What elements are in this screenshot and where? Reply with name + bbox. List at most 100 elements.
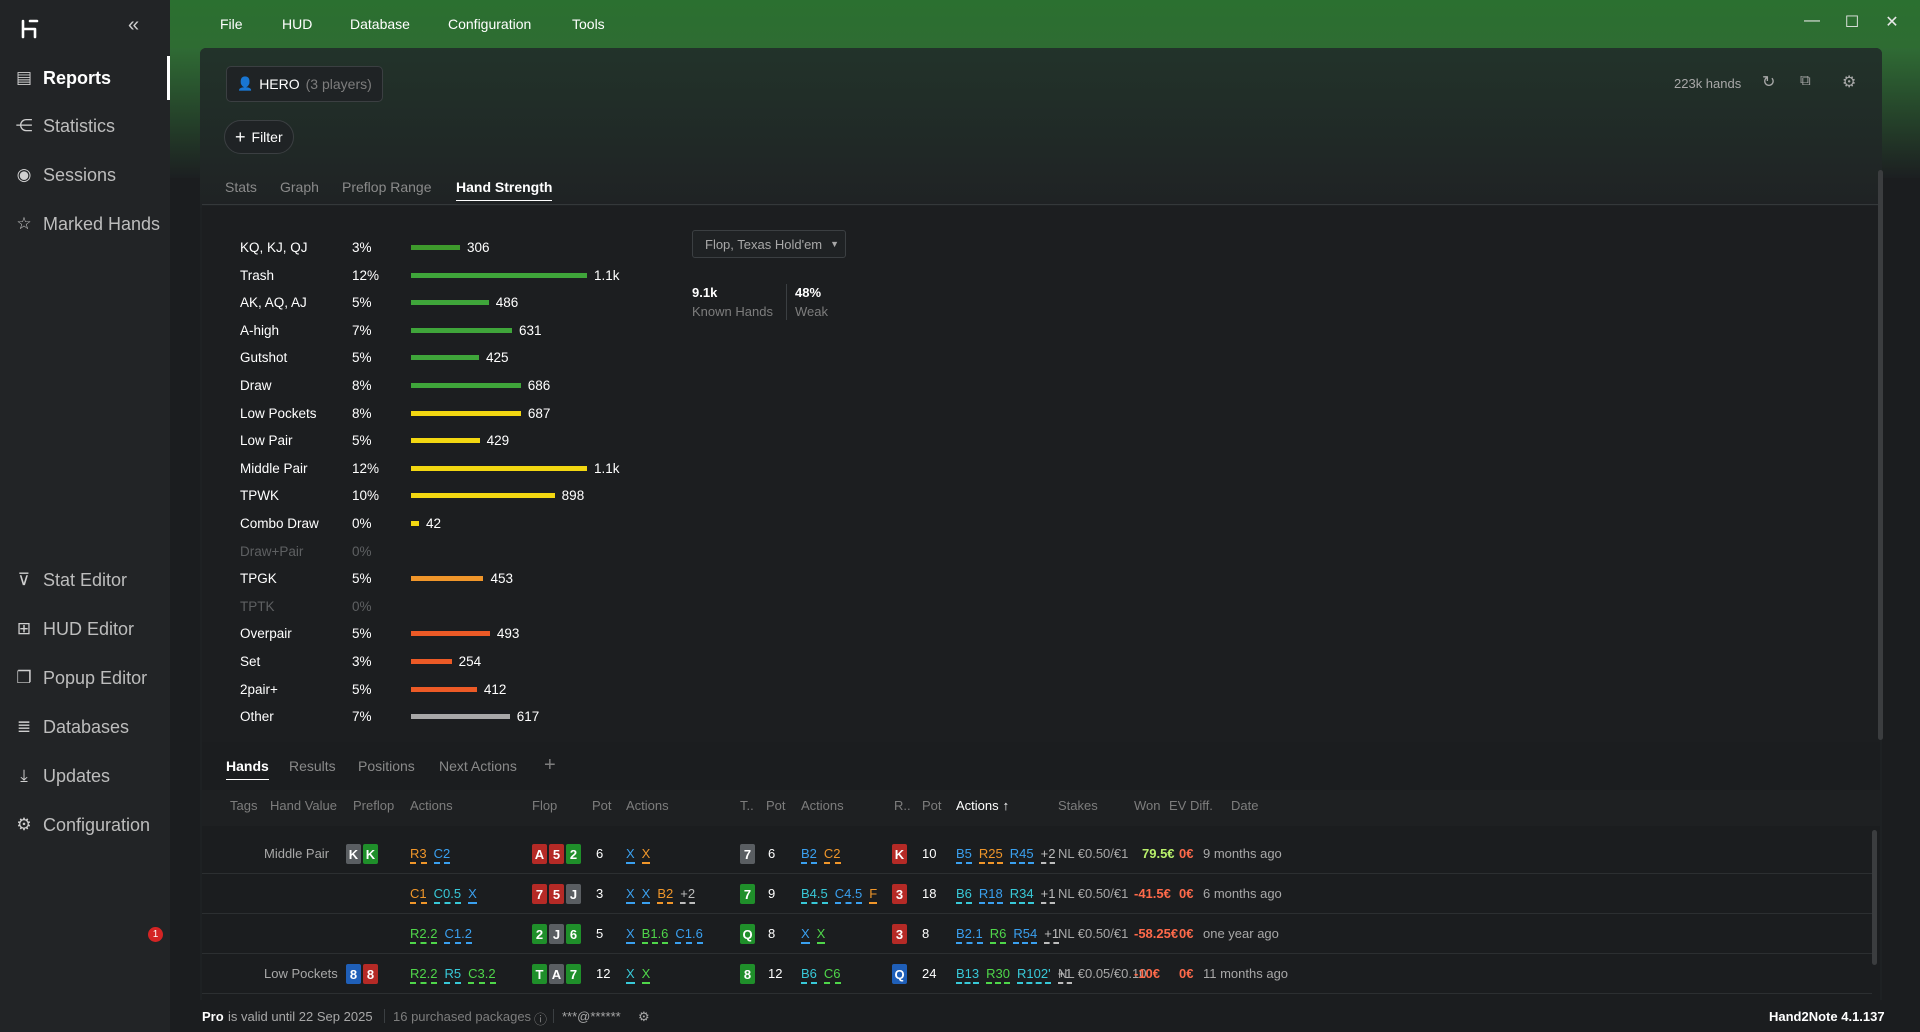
add-tab-icon[interactable]: + [544, 754, 556, 776]
sidebar-item-configuration[interactable]: ⚙ Configuration [14, 809, 166, 841]
minimize-icon[interactable]: — [1804, 12, 1820, 29]
won-amount: 79.5€ [1142, 846, 1175, 861]
sidebar-item-statistics[interactable]: ⋲ Statistics [14, 110, 166, 142]
export-icon[interactable]: ⧉ [1800, 72, 1811, 89]
sidebar-item-sessions[interactable]: ◉ Sessions [14, 159, 166, 191]
sidebar-item-databases[interactable]: ≣ Databases [14, 711, 166, 743]
hand-category-percent: 8% [352, 378, 372, 393]
player-selector[interactable]: 👤 HERO (3 players) [226, 66, 383, 102]
action-token: R34 [1009, 886, 1034, 904]
action-token: C1.2 [444, 926, 472, 944]
menu-configuration[interactable]: Configuration [448, 16, 532, 32]
purchased-packages[interactable]: 16 purchased packages [393, 1009, 532, 1024]
hand-strength-row[interactable]: 2pair+ 5% 412 [240, 680, 660, 700]
column-header[interactable]: Preflop [353, 798, 394, 813]
hand-strength-row[interactable]: TPTK 0% [240, 597, 660, 617]
tab-results[interactable]: Results [289, 758, 336, 774]
tab-hand-strength[interactable]: Hand Strength [456, 179, 553, 201]
column-header[interactable]: Pot [922, 798, 942, 813]
hand-strength-row[interactable]: TPWK 10% 898 [240, 486, 660, 506]
column-header[interactable]: Actions [801, 798, 844, 813]
hand-strength-row[interactable]: Draw+Pair 0% [240, 542, 660, 562]
app-version: Hand2Note 4.1.137 [1769, 1009, 1885, 1024]
column-header[interactable]: Won [1134, 798, 1161, 813]
hand-strength-row[interactable]: AK, AQ, AJ 5% 486 [240, 293, 660, 313]
hand-strength-row[interactable]: TPGK 5% 453 [240, 569, 660, 589]
known-hands-value: 9.1k [692, 285, 718, 300]
sidebar-item-hud-editor[interactable]: ⊞ HUD Editor [14, 613, 166, 645]
hand-strength-row[interactable]: Low Pair 5% 429 [240, 431, 660, 451]
table-row[interactable]: C1 C0.5 X 7 5 J 3 X X B2 +2 7 9 B4.5 C4.5 F 3 18 B6 R18 R34 +… [202, 874, 1872, 914]
close-icon[interactable]: ✕ [1885, 14, 1899, 31]
tab-graph[interactable]: Graph [280, 179, 319, 195]
sidebar-item-popup-editor[interactable]: ❐ Popup Editor [14, 662, 166, 694]
menu-file[interactable]: File [220, 16, 243, 32]
column-header[interactable]: Actions [626, 798, 669, 813]
column-header[interactable]: Flop [532, 798, 557, 813]
hand-strength-row[interactable]: Set 3% 254 [240, 652, 660, 672]
hand-category-label: Draw+Pair [240, 543, 304, 559]
hand-strength-row[interactable]: Gutshot 5% 425 [240, 348, 660, 368]
table-row[interactable]: Low Pockets 8 8 R2.2 R5 C3.2 T A 7 12 X X 8 12 B6 C6 Q 24… [202, 954, 1872, 994]
hand-strength-row[interactable]: KQ, KJ, QJ 3% 306 [240, 238, 660, 258]
sidebar-item-stat-editor[interactable]: ⊽ Stat Editor [14, 564, 166, 596]
column-header[interactable]: Date [1231, 798, 1258, 813]
hand-category-label: Gutshot [240, 350, 288, 366]
report-scrollbar[interactable] [1878, 170, 1883, 740]
playing-card: A [532, 844, 547, 864]
column-header[interactable]: EV Diff. [1169, 798, 1213, 813]
menu-hud[interactable]: HUD [282, 16, 313, 32]
tab-hands[interactable]: Hands [226, 758, 269, 780]
player-count: (3 players) [305, 76, 372, 92]
column-header[interactable]: Pot [592, 798, 612, 813]
table-row[interactable]: Middle Pair K K R3 C2 A 5 2 6 X X 7 6 B2 C2 K 10 B5 R25 R45… [202, 834, 1872, 874]
column-header[interactable]: Stakes [1058, 798, 1098, 813]
table-row[interactable]: R2.2 C1.2 2 J 6 5 X B1.6 C1.6 Q 8 X X 3 8 B2.1 R6 R54 +1 NL… [202, 914, 1872, 954]
hand-strength-row[interactable]: Middle Pair 12% 1.1k [240, 459, 660, 479]
action-token: X [641, 846, 651, 864]
playing-card: T [532, 964, 547, 984]
tab-next-actions[interactable]: Next Actions [439, 758, 517, 774]
column-header[interactable]: Pot [766, 798, 786, 813]
sidebar-item-updates[interactable]: ⤓ Updates [14, 760, 166, 792]
hand-category-percent: 0% [352, 598, 372, 614]
updates-badge: 1 [148, 927, 163, 942]
action-token: B13 [956, 966, 980, 984]
column-header[interactable]: T.. [740, 798, 754, 813]
hands-scrollbar[interactable] [1872, 830, 1877, 965]
filter-button[interactable]: + Filter [224, 120, 294, 154]
hand-strength-row[interactable]: Combo Draw 0% 42 [240, 514, 660, 534]
hand-strength-row[interactable]: Other 7% 617 [240, 707, 660, 727]
info-icon[interactable]: ⓘ [534, 1012, 548, 1027]
sidebar-item-marked-hands[interactable]: ☆ Marked Hands [14, 208, 166, 240]
column-header[interactable]: Hand Value [270, 798, 337, 813]
hand-category-label: Low Pair [240, 433, 293, 449]
sidebar-item-reports[interactable]: ▤ Reports [14, 62, 166, 94]
settings-gear-icon[interactable]: ⚙ [1842, 74, 1857, 91]
hands-panel: Hands Results Positions Next Actions + ⚙… [202, 742, 1880, 1000]
column-header[interactable]: Actions [410, 798, 453, 813]
playing-card: 7 [566, 964, 581, 984]
account-settings-icon[interactable]: ⚙ [638, 1009, 650, 1024]
maximize-icon[interactable]: ☐ [1844, 14, 1860, 31]
refresh-icon[interactable]: ↻ [1762, 74, 1776, 91]
column-header[interactable]: Tags [230, 798, 257, 813]
hand-strength-row[interactable]: Draw 8% 686 [240, 376, 660, 396]
tab-positions[interactable]: Positions [358, 758, 415, 774]
tab-stats[interactable]: Stats [225, 179, 257, 195]
collapse-sidebar-icon[interactable]: « [128, 14, 140, 36]
menu-database[interactable]: Database [350, 16, 410, 32]
hand-strength-row[interactable]: Trash 12% 1.1k [240, 266, 660, 286]
column-header[interactable]: R.. [894, 798, 911, 813]
menu-tools[interactable]: Tools [572, 16, 605, 32]
column-header[interactable]: Actions ↑ [956, 798, 1009, 813]
action-token: B4.5 [801, 886, 828, 904]
hand-strength-row[interactable]: A-high 7% 631 [240, 321, 660, 341]
game-type-dropdown[interactable]: Flop, Texas Hold'em ▼ [692, 230, 846, 258]
hand-strength-row[interactable]: Low Pockets 8% 687 [240, 404, 660, 424]
known-hands-label: Known Hands [692, 304, 773, 319]
tab-preflop-range[interactable]: Preflop Range [342, 179, 432, 195]
hand-strength-row[interactable]: Overpair 5% 493 [240, 624, 660, 644]
hand-category-percent: 10% [352, 488, 380, 504]
